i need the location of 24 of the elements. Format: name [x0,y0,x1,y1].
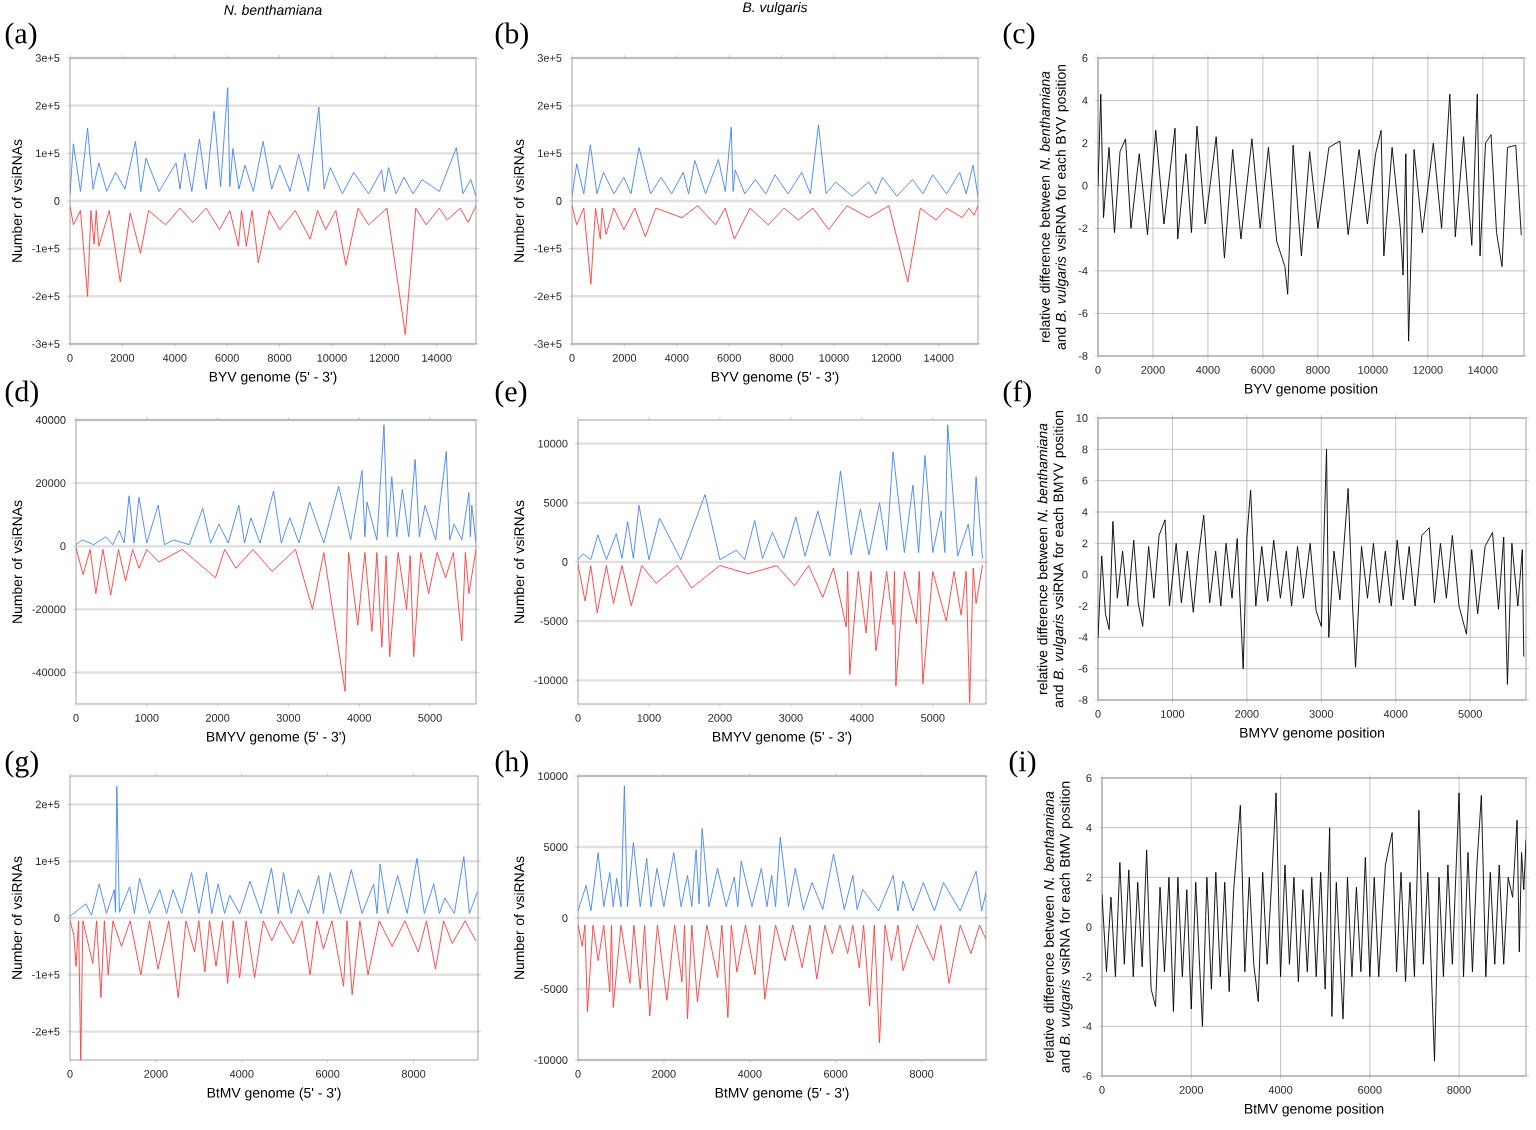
line-series [578,563,983,704]
line-series [76,424,477,546]
text: (i) [1009,750,1036,778]
line-series [572,124,979,197]
line-series [1098,93,1522,342]
text: (h) [495,750,528,778]
text: (a) [5,22,37,50]
text: (g) [5,750,38,778]
line-series [572,205,979,285]
line-series [578,785,986,912]
line-series [1102,792,1526,1062]
text: (e) [495,380,527,408]
line-series [578,424,983,561]
line-series [70,205,476,335]
line-series [70,87,476,197]
line-series [578,924,986,1044]
line-series [70,785,478,917]
line-series [70,920,477,1061]
line-series [76,547,477,692]
text: (f) [1003,380,1031,408]
line-series [1098,448,1525,685]
text: (b) [495,22,528,50]
text: (d) [5,380,38,408]
text: (c) [1003,22,1035,50]
